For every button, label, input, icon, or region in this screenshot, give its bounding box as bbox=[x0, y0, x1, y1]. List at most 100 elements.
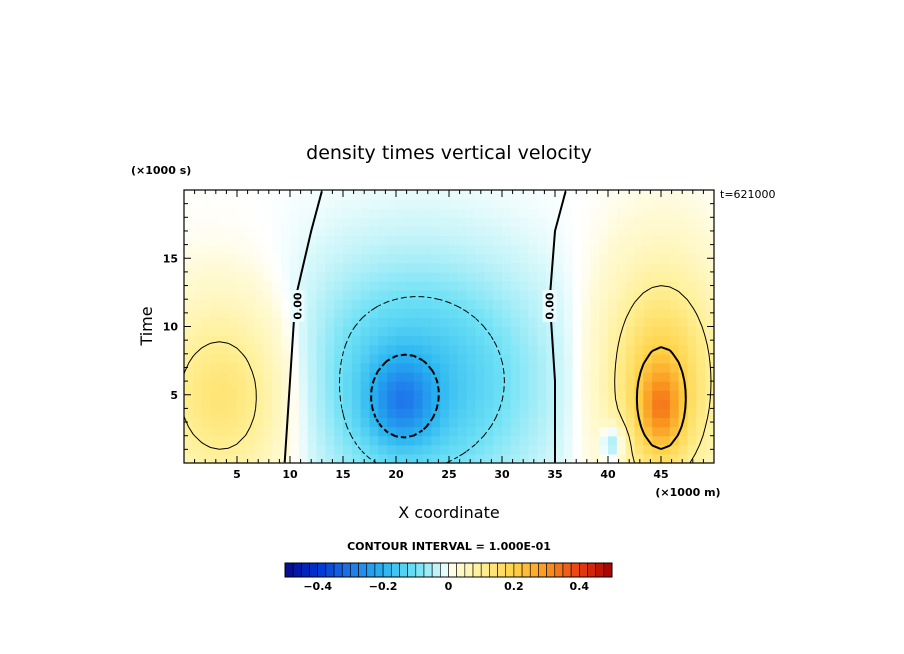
heatmap-cell bbox=[263, 235, 273, 246]
heatmap-cell bbox=[360, 453, 371, 464]
heatmap-cell bbox=[652, 417, 662, 428]
heatmap-cell bbox=[378, 417, 388, 428]
heatmap-cell bbox=[378, 362, 388, 373]
heatmap-cell bbox=[537, 235, 547, 246]
heatmap-cell bbox=[502, 271, 512, 282]
heatmap-cell bbox=[351, 253, 362, 264]
heatmap-cell bbox=[290, 453, 300, 464]
heatmap-cell bbox=[307, 308, 318, 318]
heatmap-cell bbox=[325, 453, 335, 464]
heatmap-cell bbox=[599, 326, 609, 337]
heatmap-cell bbox=[537, 290, 547, 300]
heatmap-cell bbox=[351, 190, 362, 200]
heatmap-cell bbox=[272, 435, 282, 446]
colorbar-bin bbox=[390, 562, 400, 578]
heatmap-cell bbox=[307, 326, 318, 337]
heatmap-cell bbox=[369, 399, 379, 409]
heatmap-cell bbox=[192, 253, 203, 264]
heatmap-cell bbox=[210, 199, 220, 209]
heatmap-cell bbox=[590, 435, 600, 446]
heatmap-cell bbox=[387, 399, 397, 409]
heatmap-cell bbox=[475, 381, 485, 391]
heatmap-cell bbox=[528, 326, 538, 337]
heatmap-cell bbox=[263, 344, 273, 355]
heatmap-cell bbox=[396, 317, 406, 328]
heatmap-cell bbox=[228, 353, 238, 364]
heatmap-cell bbox=[334, 290, 344, 300]
heatmap-cell bbox=[546, 235, 556, 246]
heatmap-cell bbox=[652, 399, 662, 409]
heatmap-cell bbox=[343, 199, 353, 209]
heatmap-cell bbox=[387, 444, 397, 455]
heatmap-cell bbox=[422, 408, 432, 419]
heatmap-cell bbox=[599, 290, 609, 300]
heatmap-cell bbox=[519, 217, 530, 227]
colorbar-bin bbox=[440, 562, 449, 578]
heatmap-cell bbox=[475, 253, 485, 264]
heatmap-cell bbox=[528, 308, 538, 318]
heatmap-cell bbox=[245, 226, 256, 237]
heatmap-cell bbox=[201, 353, 212, 364]
heatmap-cell bbox=[555, 281, 565, 291]
heatmap-cell bbox=[599, 381, 609, 391]
heatmap-cell bbox=[678, 453, 689, 464]
heatmap-cell bbox=[537, 344, 547, 355]
heatmap-cell bbox=[422, 435, 432, 446]
colorbar-bin bbox=[292, 562, 302, 578]
heatmap-cell bbox=[661, 444, 671, 455]
heatmap-cell bbox=[493, 317, 503, 328]
heatmap-cell bbox=[449, 317, 459, 328]
heatmap-cell bbox=[325, 372, 335, 382]
y-tick-label: 10 bbox=[163, 321, 179, 334]
heatmap-cell bbox=[396, 372, 406, 382]
heatmap-cell bbox=[652, 362, 662, 373]
heatmap-cell bbox=[519, 271, 530, 282]
heatmap-cell bbox=[351, 217, 362, 227]
heatmap-cell bbox=[519, 453, 530, 464]
heatmap-cell bbox=[572, 308, 583, 318]
heatmap-cell bbox=[422, 271, 432, 282]
heatmap-cell bbox=[457, 244, 468, 255]
heatmap-cell bbox=[334, 362, 344, 373]
heatmap-cell bbox=[184, 317, 194, 328]
heatmap-cell bbox=[316, 271, 326, 282]
heatmap-cell bbox=[316, 353, 326, 364]
heatmap-cell bbox=[422, 217, 432, 227]
heatmap-cell bbox=[307, 453, 318, 464]
heatmap-cell bbox=[343, 271, 353, 282]
heatmap-cell bbox=[184, 453, 194, 464]
heatmap-cell bbox=[493, 299, 503, 309]
heatmap-cell bbox=[237, 435, 247, 446]
heatmap-cell bbox=[475, 362, 485, 373]
heatmap-cell bbox=[316, 226, 326, 237]
heatmap-cell bbox=[387, 217, 397, 227]
heatmap-cell bbox=[555, 217, 565, 227]
heatmap-cell bbox=[643, 317, 653, 328]
heatmap-cell bbox=[396, 208, 406, 218]
heatmap-cell bbox=[298, 453, 309, 464]
heatmap-cell bbox=[705, 226, 715, 237]
heatmap-cell bbox=[493, 235, 503, 246]
heatmap-cell bbox=[422, 235, 432, 246]
heatmap-cell bbox=[625, 299, 636, 309]
heatmap-cell bbox=[466, 408, 477, 419]
heatmap-cell bbox=[210, 390, 220, 400]
heatmap-cell bbox=[572, 399, 583, 409]
colorbar-bin bbox=[578, 562, 588, 578]
heatmap-cell bbox=[263, 281, 273, 291]
heatmap-cell bbox=[590, 290, 600, 300]
heatmap-cell bbox=[343, 426, 353, 437]
heatmap-cell bbox=[440, 299, 450, 309]
colorbar-bin bbox=[513, 562, 523, 578]
heatmap-cell bbox=[581, 399, 591, 409]
heatmap-cell bbox=[210, 372, 220, 382]
heatmap-cell bbox=[581, 281, 591, 291]
heatmap-cell bbox=[413, 399, 424, 409]
heatmap-cell bbox=[422, 453, 432, 464]
heatmap-cell bbox=[184, 444, 194, 455]
heatmap-cell bbox=[616, 381, 627, 391]
heatmap-cell bbox=[431, 362, 441, 373]
x-axis-ticks: 5 10 15 20 25 30 35 40 45 bbox=[194, 190, 704, 481]
heatmap-cell bbox=[378, 281, 388, 291]
